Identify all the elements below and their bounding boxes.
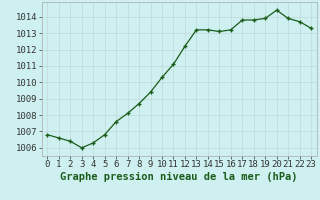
X-axis label: Graphe pression niveau de la mer (hPa): Graphe pression niveau de la mer (hPa) (60, 172, 298, 182)
